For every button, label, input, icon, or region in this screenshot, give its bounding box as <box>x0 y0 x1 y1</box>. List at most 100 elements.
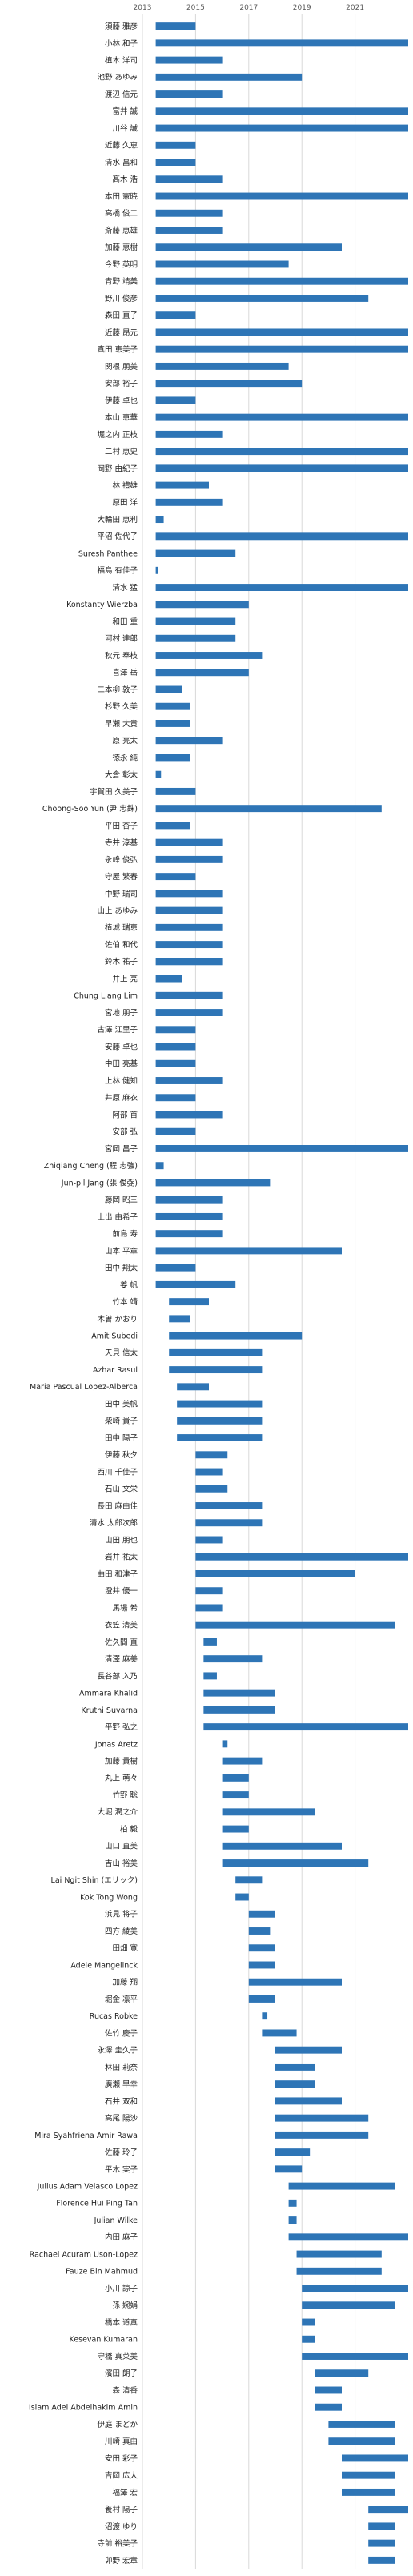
bar <box>248 1978 342 1986</box>
row-label: 山口 直美 <box>105 1842 138 1851</box>
row-label: 中野 瑞司 <box>105 889 138 898</box>
row-label: 平田 杏子 <box>105 821 138 830</box>
row-label: 須藤 雅彦 <box>105 22 138 31</box>
row-label: 加藤 恵樹 <box>105 243 138 252</box>
bar <box>155 685 182 693</box>
bar <box>155 1127 196 1135</box>
row-label: 二本柳 敦子 <box>97 685 138 694</box>
bar <box>342 2488 395 2496</box>
bar <box>155 516 164 524</box>
row-label: 中田 亮基 <box>105 1059 138 1069</box>
row-label: 内田 麻子 <box>105 2232 138 2242</box>
bar <box>155 243 342 251</box>
row-label: 植城 瑞恵 <box>105 923 138 933</box>
row-label: Adele Mangelinck <box>70 1961 138 1970</box>
bar <box>169 1298 209 1306</box>
row-label: 山本 平章 <box>105 1246 138 1256</box>
row-label: 安田 彩子 <box>105 2453 138 2463</box>
row-label: 石山 文栄 <box>105 1485 138 1494</box>
bar <box>155 601 249 609</box>
row-label: 高尾 陽沙 <box>105 2114 138 2124</box>
bar <box>155 141 196 149</box>
bar <box>155 652 263 659</box>
bar <box>195 1587 223 1595</box>
row-label: 浜見 将子 <box>105 1911 138 1919</box>
bar <box>328 2437 395 2445</box>
bar <box>155 634 236 642</box>
bar <box>155 890 223 898</box>
row-label: 堀之内 正枝 <box>97 430 138 440</box>
row-label: 田中 美帆 <box>105 1399 138 1409</box>
bar <box>155 39 408 47</box>
row-label: 大輪田 恵利 <box>97 515 138 524</box>
bar <box>155 1059 196 1067</box>
bar <box>248 1995 275 2003</box>
row-label: 本山 恵華 <box>105 413 138 423</box>
bar <box>222 1842 342 1850</box>
bar <box>203 1689 275 1697</box>
row-label: 森田 直子 <box>105 311 138 320</box>
row-label: 濱田 朗子 <box>105 2369 138 2378</box>
bar <box>155 1196 223 1204</box>
row-label: Fauze Bin Mahmud <box>66 2268 138 2277</box>
row-label: 平野 弘之 <box>105 1722 138 1732</box>
bar <box>342 2454 408 2462</box>
row-label: 二村 恵史 <box>105 447 138 456</box>
row-label: 関根 朋美 <box>105 362 138 372</box>
bar <box>275 2097 342 2105</box>
bar <box>288 2233 408 2241</box>
row-label: 柏 毅 <box>120 1824 138 1834</box>
bar <box>275 2080 315 2088</box>
row-label: 佐竹 慶子 <box>105 2028 138 2038</box>
row-label: 山田 朋也 <box>105 1535 138 1545</box>
bar <box>155 822 190 830</box>
row-label: 養村 陽子 <box>105 2505 138 2514</box>
row-label: 川崎 真由 <box>105 2437 138 2446</box>
row-label: 吉山 裕美 <box>105 1859 138 1868</box>
row-label: 田中 翔太 <box>105 1264 138 1273</box>
row-label: Azhar Rasul <box>93 1366 138 1375</box>
bars <box>155 22 408 2564</box>
row-label: 大堀 潤之介 <box>97 1807 138 1817</box>
row-label: Chung Liang Lim <box>74 992 138 1001</box>
row-label: 藤岡 昭三 <box>105 1196 138 1205</box>
row-label: 近藤 昂元 <box>105 328 138 337</box>
bar <box>155 719 190 727</box>
bar <box>328 2420 395 2428</box>
bar <box>155 787 196 795</box>
row-label: 竹本 靖 <box>112 1297 138 1307</box>
row-label: 今野 英明 <box>105 259 138 269</box>
bar <box>248 1910 275 1918</box>
bar <box>155 430 223 438</box>
x-tick-label: 2019 <box>293 4 311 12</box>
bar <box>155 107 408 115</box>
row-label: 四方 綾美 <box>105 1927 138 1936</box>
bar <box>235 1893 249 1901</box>
row-label: 井上 亮 <box>112 974 138 983</box>
bar <box>155 328 408 336</box>
row-label: 田中 陽子 <box>105 1433 138 1443</box>
row-label: 和田 重 <box>112 617 138 626</box>
bar <box>368 2539 395 2547</box>
bar <box>155 975 182 983</box>
row-label: 安藤 卓也 <box>105 1042 138 1051</box>
row-label: 大倉 彰太 <box>105 770 138 780</box>
bar <box>222 1791 249 1799</box>
row-label: 長田 麻由佳 <box>97 1501 138 1511</box>
row-label: 小林 和子 <box>105 38 138 48</box>
bar <box>155 838 223 846</box>
bar <box>169 1348 263 1356</box>
bar <box>155 991 223 999</box>
row-label: 宇賀田 久美子 <box>90 787 138 797</box>
bar <box>195 1621 395 1629</box>
bar <box>155 669 249 677</box>
bar <box>155 1247 342 1255</box>
row-label: 丸上 萌々 <box>105 1774 138 1783</box>
bar <box>155 448 408 456</box>
bar <box>296 2250 382 2258</box>
bar <box>195 1468 223 1476</box>
bar <box>155 260 289 268</box>
row-label: 堀金 凛平 <box>105 1995 138 2004</box>
bar <box>155 362 289 370</box>
